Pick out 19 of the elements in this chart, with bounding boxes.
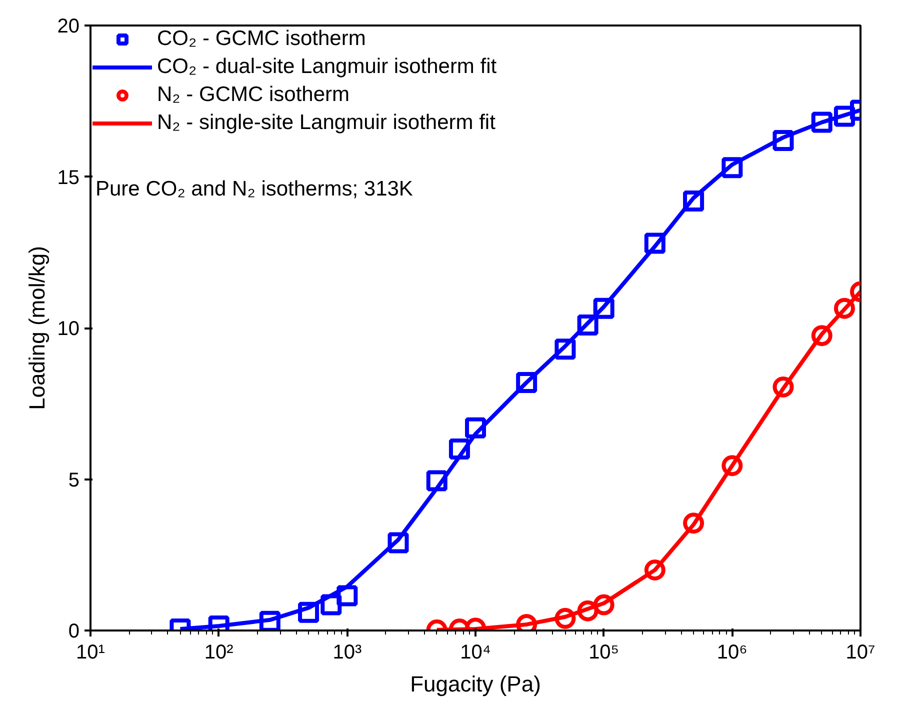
x-tick-label: 10² xyxy=(204,642,234,664)
x-tick-label: 10¹ xyxy=(76,642,106,664)
x-tick-label: 10³ xyxy=(332,642,362,664)
y-tick-label: 20 xyxy=(57,16,80,38)
legend-label: CO₂ - GCMC isotherm xyxy=(157,27,366,51)
y-axis-title: Loading (mol/kg) xyxy=(24,246,50,410)
annotation: Pure CO₂ and N₂ isotherms; 313K xyxy=(96,178,413,200)
legend-label: N₂ - GCMC isotherm xyxy=(157,83,350,107)
x-tick-label: 10⁵ xyxy=(588,642,620,664)
y-tick-label: 5 xyxy=(68,469,80,492)
x-tick-label: 10⁷ xyxy=(846,642,876,664)
legend-label: N₂ - single-site Langmuir isotherm fit xyxy=(157,111,496,135)
x-tick-label: 10⁶ xyxy=(716,642,748,664)
y-tick-label: 15 xyxy=(57,166,80,189)
x-axis-title: Fugacity (Pa) xyxy=(410,672,541,696)
legend-label: CO₂ - dual-site Langmuir isotherm fit xyxy=(157,55,497,79)
x-tick-label: 10⁴ xyxy=(460,642,491,664)
y-tick-label: 10 xyxy=(57,318,80,340)
y-tick-label: 0 xyxy=(68,620,80,642)
